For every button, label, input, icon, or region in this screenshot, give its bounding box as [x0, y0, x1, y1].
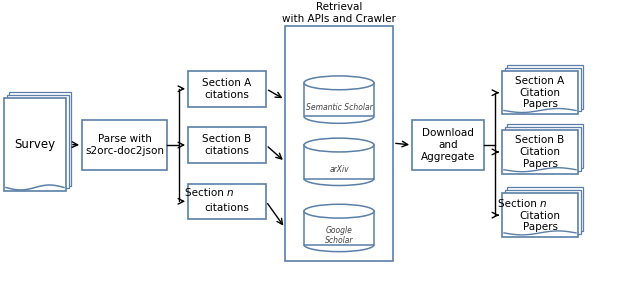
FancyBboxPatch shape	[504, 191, 580, 234]
Text: Section B
citations: Section B citations	[202, 134, 252, 156]
FancyBboxPatch shape	[285, 26, 393, 261]
Bar	[304, 145, 374, 178]
Text: Retrieval
with APIs and Crawler: Retrieval with APIs and Crawler	[282, 2, 396, 24]
FancyBboxPatch shape	[507, 65, 583, 108]
Text: Parse with
s2orc-doc2json: Parse with s2orc-doc2json	[85, 134, 164, 156]
FancyBboxPatch shape	[502, 71, 578, 114]
Text: citations: citations	[205, 203, 250, 213]
Bar	[304, 83, 374, 116]
Ellipse shape	[304, 204, 374, 218]
FancyBboxPatch shape	[507, 124, 583, 168]
Text: n: n	[227, 188, 234, 198]
Text: Section A
citations: Section A citations	[202, 78, 252, 100]
Text: Download
and
Aggregate: Download and Aggregate	[421, 128, 475, 162]
FancyBboxPatch shape	[188, 127, 266, 163]
Text: Google
Scholar: Google Scholar	[324, 226, 353, 245]
Text: Section A
Citation
Papers: Section A Citation Papers	[515, 76, 564, 109]
FancyBboxPatch shape	[504, 68, 580, 111]
FancyBboxPatch shape	[504, 127, 580, 171]
FancyBboxPatch shape	[4, 98, 66, 191]
Ellipse shape	[304, 76, 374, 90]
Text: arXiv: arXiv	[329, 165, 349, 174]
FancyBboxPatch shape	[502, 130, 578, 174]
Text: Papers: Papers	[522, 222, 557, 232]
FancyBboxPatch shape	[188, 71, 266, 107]
Text: Section: Section	[185, 188, 227, 198]
Text: Semantic Scholar: Semantic Scholar	[306, 103, 372, 111]
Text: Section: Section	[498, 199, 540, 209]
FancyBboxPatch shape	[412, 120, 484, 170]
Text: Survey: Survey	[15, 138, 56, 151]
Text: Citation: Citation	[520, 211, 561, 221]
Text: Section B
Citation
Papers: Section B Citation Papers	[515, 135, 564, 169]
FancyBboxPatch shape	[9, 92, 71, 185]
Ellipse shape	[304, 138, 374, 152]
FancyBboxPatch shape	[502, 193, 578, 237]
FancyBboxPatch shape	[82, 120, 167, 170]
FancyBboxPatch shape	[507, 188, 583, 231]
FancyBboxPatch shape	[6, 95, 68, 188]
Bar	[304, 211, 374, 245]
FancyBboxPatch shape	[188, 184, 266, 219]
Text: n: n	[540, 199, 547, 209]
